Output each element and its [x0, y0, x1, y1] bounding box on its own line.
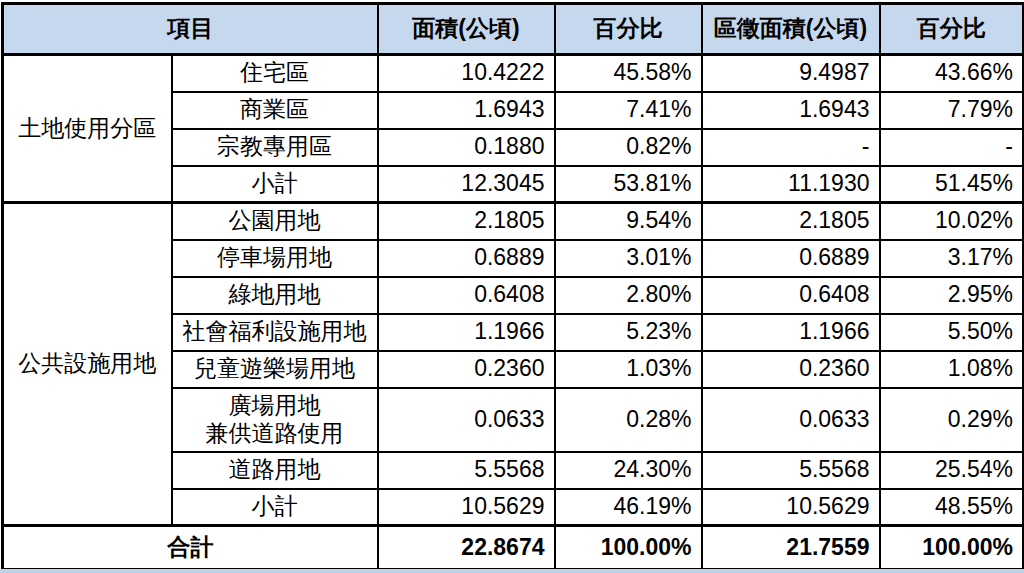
- total-area-cell: 22.8674: [378, 526, 555, 570]
- header-row: 項目 面積(公頃) 百分比 區徵面積(公頃) 百分比: [3, 4, 1024, 55]
- group-label-cell: 土地使用分區: [3, 55, 172, 203]
- area-cell: 0.2360: [378, 351, 555, 388]
- header-item: 項目: [3, 4, 378, 55]
- row-label-cell: 道路用地: [172, 452, 378, 489]
- expropriation-percent-cell: 2.95%: [880, 277, 1024, 314]
- total-row: 合計 22.8674 100.00% 21.7559 100.00%: [3, 526, 1024, 570]
- area-cell: 1.6943: [378, 92, 555, 129]
- row-label-cell: 社會福利設施用地: [172, 314, 378, 351]
- area-cell: 2.1805: [378, 203, 555, 240]
- row-label-cell: 宗教專用區: [172, 129, 378, 166]
- percent-cell: 7.41%: [555, 92, 702, 129]
- area-cell: 0.1880: [378, 129, 555, 166]
- percent-cell: 5.23%: [555, 314, 702, 351]
- total-percent-cell: 100.00%: [555, 526, 702, 570]
- header-expropriation-area: 區徵面積(公頃): [702, 4, 880, 55]
- total-expropriation-area-cell: 21.7559: [702, 526, 880, 570]
- expropriation-percent-cell: 48.55%: [880, 489, 1024, 526]
- percent-cell: 2.80%: [555, 277, 702, 314]
- total-label: 合計: [3, 526, 378, 570]
- percent-cell: 45.58%: [555, 55, 702, 92]
- header-percent-1: 百分比: [555, 4, 702, 55]
- row-label-cell: 小計: [172, 166, 378, 203]
- expropriation-area-cell: 0.6408: [702, 277, 880, 314]
- expropriation-percent-cell: 51.45%: [880, 166, 1024, 203]
- table-row: 土地使用分區住宅區10.422245.58%9.498743.66%: [3, 55, 1024, 92]
- header-percent-2: 百分比: [880, 4, 1024, 55]
- percent-cell: 0.82%: [555, 129, 702, 166]
- area-cell: 12.3045: [378, 166, 555, 203]
- expropriation-percent-cell: 10.02%: [880, 203, 1024, 240]
- expropriation-area-cell: 11.1930: [702, 166, 880, 203]
- bottom-edge-strip: [0, 569, 1024, 573]
- row-label-cell: 住宅區: [172, 55, 378, 92]
- area-cell: 10.5629: [378, 489, 555, 526]
- expropriation-percent-cell: 3.17%: [880, 240, 1024, 277]
- group-label-cell: 公共設施用地: [3, 203, 172, 526]
- expropriation-percent-cell: 1.08%: [880, 351, 1024, 388]
- expropriation-area-cell: 5.5568: [702, 452, 880, 489]
- expropriation-area-cell: 0.6889: [702, 240, 880, 277]
- expropriation-percent-cell: 43.66%: [880, 55, 1024, 92]
- row-label-cell: 兒童遊樂場用地: [172, 351, 378, 388]
- percent-cell: 24.30%: [555, 452, 702, 489]
- expropriation-percent-cell: 25.54%: [880, 452, 1024, 489]
- expropriation-percent-cell: -: [880, 129, 1024, 166]
- total-expropriation-percent-cell: 100.00%: [880, 526, 1024, 570]
- expropriation-area-cell: 10.5629: [702, 489, 880, 526]
- percent-cell: 53.81%: [555, 166, 702, 203]
- percent-cell: 0.28%: [555, 388, 702, 452]
- expropriation-area-cell: -: [702, 129, 880, 166]
- expropriation-area-cell: 2.1805: [702, 203, 880, 240]
- expropriation-area-cell: 1.1966: [702, 314, 880, 351]
- percent-cell: 46.19%: [555, 489, 702, 526]
- percent-cell: 9.54%: [555, 203, 702, 240]
- row-label-cell: 小計: [172, 489, 378, 526]
- row-label-cell: 廣場用地 兼供道路使用: [172, 388, 378, 452]
- area-cell: 1.1966: [378, 314, 555, 351]
- expropriation-percent-cell: 7.79%: [880, 92, 1024, 129]
- page: 項目 面積(公頃) 百分比 區徵面積(公頃) 百分比 土地使用分區住宅區10.4…: [0, 0, 1024, 573]
- row-label-cell: 停車場用地: [172, 240, 378, 277]
- row-label-cell: 商業區: [172, 92, 378, 129]
- expropriation-area-cell: 9.4987: [702, 55, 880, 92]
- header-area: 面積(公頃): [378, 4, 555, 55]
- area-cell: 10.4222: [378, 55, 555, 92]
- area-cell: 5.5568: [378, 452, 555, 489]
- area-cell: 0.6408: [378, 277, 555, 314]
- row-label-cell: 綠地用地: [172, 277, 378, 314]
- land-use-table: 項目 面積(公頃) 百分比 區徵面積(公頃) 百分比 土地使用分區住宅區10.4…: [1, 2, 1024, 571]
- percent-cell: 1.03%: [555, 351, 702, 388]
- table-row: 公共設施用地公園用地2.18059.54%2.180510.02%: [3, 203, 1024, 240]
- expropriation-percent-cell: 5.50%: [880, 314, 1024, 351]
- area-cell: 0.0633: [378, 388, 555, 452]
- percent-cell: 3.01%: [555, 240, 702, 277]
- expropriation-area-cell: 1.6943: [702, 92, 880, 129]
- row-label-cell: 公園用地: [172, 203, 378, 240]
- expropriation-area-cell: 0.0633: [702, 388, 880, 452]
- expropriation-area-cell: 0.2360: [702, 351, 880, 388]
- expropriation-percent-cell: 0.29%: [880, 388, 1024, 452]
- area-cell: 0.6889: [378, 240, 555, 277]
